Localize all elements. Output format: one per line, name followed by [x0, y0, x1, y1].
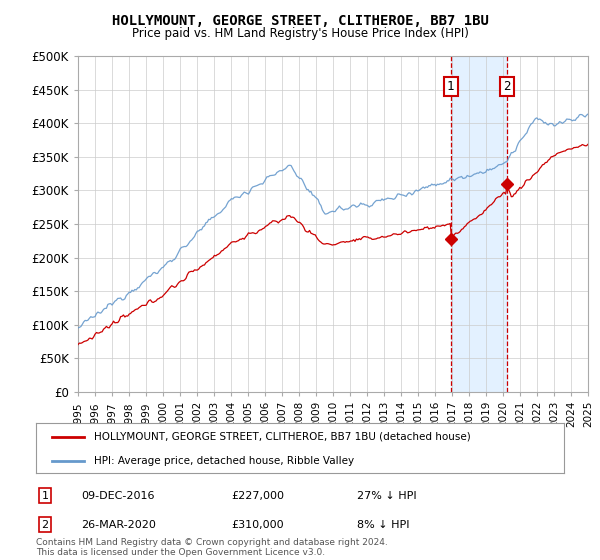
Text: 2: 2	[503, 80, 511, 93]
Text: Price paid vs. HM Land Registry's House Price Index (HPI): Price paid vs. HM Land Registry's House …	[131, 27, 469, 40]
Text: Contains HM Land Registry data © Crown copyright and database right 2024.
This d: Contains HM Land Registry data © Crown c…	[36, 538, 388, 557]
Text: 1: 1	[447, 80, 454, 93]
Text: £227,000: £227,000	[231, 491, 284, 501]
Text: £310,000: £310,000	[231, 520, 284, 530]
Text: 1: 1	[41, 491, 49, 501]
Bar	[451, 56, 507, 392]
Text: 27% ↓ HPI: 27% ↓ HPI	[357, 491, 416, 501]
Text: 09-DEC-2016: 09-DEC-2016	[81, 491, 155, 501]
Text: 26-MAR-2020: 26-MAR-2020	[81, 520, 156, 530]
Text: HPI: Average price, detached house, Ribble Valley: HPI: Average price, detached house, Ribb…	[94, 456, 354, 465]
Text: HOLLYMOUNT, GEORGE STREET, CLITHEROE, BB7 1BU: HOLLYMOUNT, GEORGE STREET, CLITHEROE, BB…	[112, 14, 488, 28]
Text: 2: 2	[41, 520, 49, 530]
Text: 8% ↓ HPI: 8% ↓ HPI	[357, 520, 409, 530]
Text: HOLLYMOUNT, GEORGE STREET, CLITHEROE, BB7 1BU (detached house): HOLLYMOUNT, GEORGE STREET, CLITHEROE, BB…	[94, 432, 471, 442]
